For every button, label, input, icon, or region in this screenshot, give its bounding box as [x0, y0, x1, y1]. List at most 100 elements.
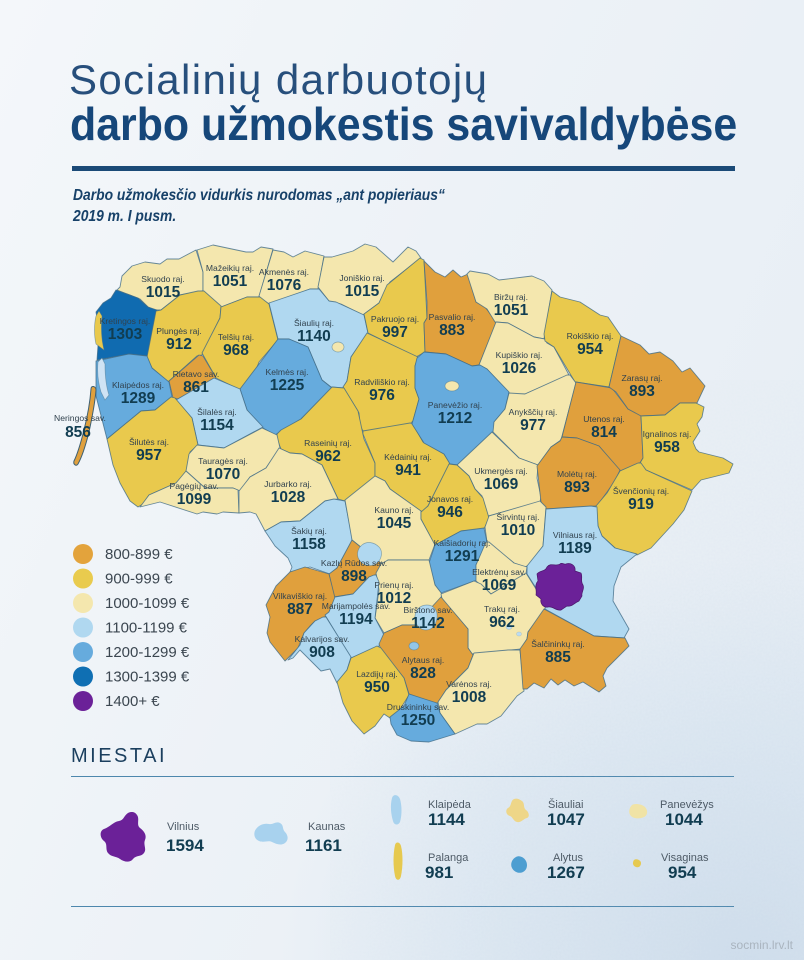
svg-text:1200-1299 €: 1200-1299 € [105, 644, 190, 661]
svg-text:Klaipėda: Klaipėda [428, 799, 472, 811]
svg-text:1044: 1044 [665, 810, 703, 829]
svg-text:1051: 1051 [213, 273, 248, 290]
svg-text:Jurbarko raj.: Jurbarko raj. [264, 479, 312, 489]
svg-text:Ukmergės raj.: Ukmergės raj. [474, 466, 527, 476]
svg-text:1028: 1028 [271, 489, 306, 506]
svg-text:Anykščių raj.: Anykščių raj. [509, 407, 558, 417]
svg-text:962: 962 [315, 448, 341, 465]
svg-text:Širvintų raj.: Širvintų raj. [497, 512, 540, 522]
svg-text:Kelmės raj.: Kelmės raj. [266, 367, 309, 377]
svg-text:Pakruojo raj.: Pakruojo raj. [371, 314, 419, 324]
svg-text:954: 954 [577, 341, 603, 358]
svg-text:Kėdainių raj.: Kėdainių raj. [384, 452, 432, 462]
svg-text:1142: 1142 [411, 615, 445, 632]
svg-text:Trakų raj.: Trakų raj. [484, 604, 520, 614]
svg-text:954: 954 [668, 863, 697, 882]
svg-text:Zarasų raj.: Zarasų raj. [621, 373, 662, 383]
svg-text:1026: 1026 [502, 360, 537, 377]
svg-text:Kupiškio raj.: Kupiškio raj. [496, 350, 543, 360]
svg-text:1158: 1158 [292, 536, 326, 553]
svg-text:Šilalės raj.: Šilalės raj. [197, 407, 237, 417]
svg-text:1267: 1267 [547, 863, 585, 882]
svg-text:861: 861 [183, 379, 209, 396]
svg-text:Mažeikių raj.: Mažeikių raj. [206, 263, 254, 273]
svg-text:1100-1199 €: 1100-1199 € [105, 620, 188, 637]
svg-text:1140: 1140 [297, 328, 331, 345]
svg-text:Vilnius: Vilnius [167, 821, 200, 833]
svg-text:Šiauliai: Šiauliai [548, 798, 583, 811]
svg-text:1010: 1010 [501, 522, 535, 539]
svg-text:908: 908 [309, 644, 335, 661]
svg-text:1008: 1008 [452, 689, 487, 706]
svg-text:Šakių raj.: Šakių raj. [291, 526, 327, 536]
svg-text:Šalčininkų raj.: Šalčininkų raj. [531, 639, 585, 649]
svg-text:1225: 1225 [270, 377, 305, 394]
svg-text:946: 946 [437, 504, 463, 521]
svg-text:Pasvalio raj.: Pasvalio raj. [429, 312, 476, 322]
svg-text:Varėnos raj.: Varėnos raj. [446, 679, 492, 689]
svg-text:1303: 1303 [108, 326, 143, 343]
svg-text:898: 898 [341, 568, 367, 585]
svg-text:Radviliškio raj.: Radviliškio raj. [354, 377, 409, 387]
svg-text:Švenčionių raj.: Švenčionių raj. [613, 486, 669, 496]
svg-text:1099: 1099 [177, 491, 212, 508]
svg-text:950: 950 [364, 679, 390, 696]
svg-text:Palanga: Palanga [428, 852, 469, 864]
svg-text:1250: 1250 [401, 712, 435, 729]
svg-text:1069: 1069 [482, 577, 517, 594]
svg-text:1154: 1154 [200, 417, 234, 434]
svg-text:1015: 1015 [146, 284, 181, 301]
svg-text:1076: 1076 [267, 277, 302, 294]
svg-text:Pagėgių sav.: Pagėgių sav. [169, 481, 218, 491]
svg-text:1212: 1212 [438, 410, 472, 427]
svg-text:Prienų raj.: Prienų raj. [374, 580, 413, 590]
svg-text:1189: 1189 [558, 540, 592, 557]
svg-text:Neringos sav.: Neringos sav. [54, 413, 106, 423]
svg-text:1069: 1069 [484, 476, 519, 493]
svg-text:Ignalinos raj.: Ignalinos raj. [643, 429, 692, 439]
svg-text:1015: 1015 [345, 283, 380, 300]
svg-text:Kauno raj.: Kauno raj. [374, 505, 413, 515]
svg-text:Kaunas: Kaunas [308, 821, 346, 833]
svg-text:Lazdijų raj.: Lazdijų raj. [356, 669, 398, 679]
svg-text:976: 976 [369, 387, 395, 404]
svg-text:981: 981 [425, 863, 453, 882]
svg-text:887: 887 [287, 601, 313, 618]
svg-text:Kretingos raj.: Kretingos raj. [100, 316, 151, 326]
svg-text:856: 856 [65, 424, 91, 441]
svg-text:1291: 1291 [445, 548, 480, 565]
svg-text:Druskininkų sav.: Druskininkų sav. [387, 702, 449, 712]
svg-text:Alytus: Alytus [553, 852, 583, 864]
svg-text:893: 893 [564, 479, 590, 496]
svg-text:958: 958 [654, 439, 680, 456]
svg-text:Rietavo sav.: Rietavo sav. [173, 369, 220, 379]
svg-text:Šilutės raj.: Šilutės raj. [129, 437, 169, 447]
svg-text:Rokiškio raj.: Rokiškio raj. [567, 331, 614, 341]
svg-text:Biržų raj.: Biržų raj. [494, 292, 528, 302]
svg-text:997: 997 [382, 324, 408, 341]
svg-text:Telšių raj.: Telšių raj. [218, 332, 254, 342]
svg-text:Kaišiadorių raj.: Kaišiadorių raj. [434, 538, 491, 548]
svg-text:Molėtų raj.: Molėtų raj. [557, 469, 597, 479]
svg-text:Birštono sav.: Birštono sav. [403, 605, 452, 615]
svg-text:1012: 1012 [377, 590, 411, 607]
svg-text:814: 814 [591, 424, 617, 441]
svg-text:1000-1099 €: 1000-1099 € [105, 595, 190, 612]
svg-text:Alytaus raj.: Alytaus raj. [402, 655, 445, 665]
svg-text:Klaipėdos raj.: Klaipėdos raj. [112, 380, 164, 390]
svg-text:919: 919 [628, 496, 654, 513]
svg-text:Kalvarijos sav.: Kalvarijos sav. [295, 634, 350, 644]
svg-text:1045: 1045 [377, 515, 412, 532]
svg-text:Joniškio raj.: Joniškio raj. [339, 273, 384, 283]
svg-text:893: 893 [629, 383, 655, 400]
svg-text:Kazlų Rūdos sav.: Kazlų Rūdos sav. [321, 558, 387, 568]
svg-text:1070: 1070 [206, 466, 240, 483]
svg-text:900-999 €: 900-999 € [105, 571, 173, 588]
svg-text:800-899 €: 800-899 € [105, 546, 173, 563]
svg-text:912: 912 [166, 336, 192, 353]
svg-text:941: 941 [395, 462, 421, 479]
svg-text:885: 885 [545, 649, 571, 666]
svg-text:1194: 1194 [339, 611, 373, 628]
svg-text:1047: 1047 [547, 810, 585, 829]
svg-text:977: 977 [520, 417, 546, 434]
